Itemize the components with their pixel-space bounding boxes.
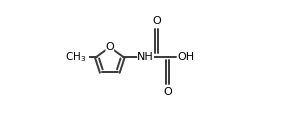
Text: NH: NH xyxy=(137,52,154,62)
Text: CH$_3$: CH$_3$ xyxy=(65,50,86,64)
Text: OH: OH xyxy=(178,52,195,62)
Text: O: O xyxy=(152,16,161,26)
Text: O: O xyxy=(105,42,114,52)
Text: O: O xyxy=(163,87,172,97)
